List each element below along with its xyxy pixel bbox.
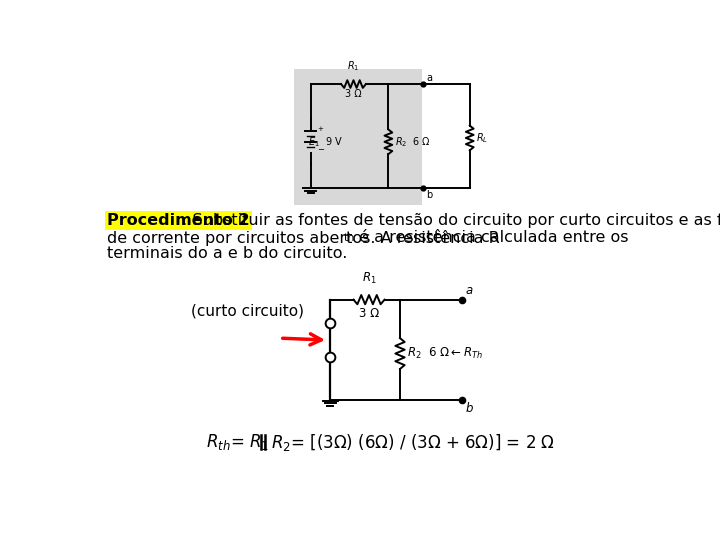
Text: $R_1$: $R_1$ bbox=[347, 59, 360, 73]
Text: $R_2$  6 Ω: $R_2$ 6 Ω bbox=[395, 135, 431, 148]
Text: 3 Ω: 3 Ω bbox=[345, 90, 362, 99]
Text: ← $R_{Th}$: ← $R_{Th}$ bbox=[449, 346, 483, 361]
Text: : Substituir as fontes de tensão do circuito por curto circuitos e as fontes: : Substituir as fontes de tensão do circ… bbox=[182, 213, 720, 228]
Text: terminais do a e b do circuito.: terminais do a e b do circuito. bbox=[107, 246, 348, 261]
Bar bbox=[294, 69, 422, 205]
Text: $R_2$= [(3Ω) (6Ω) / (3Ω + 6Ω)] = 2 Ω: $R_2$= [(3Ω) (6Ω) / (3Ω + 6Ω)] = 2 Ω bbox=[271, 431, 555, 453]
Text: $R_{th}$: $R_{th}$ bbox=[206, 432, 231, 452]
Text: th: th bbox=[344, 233, 356, 242]
Text: $E_1$  9 V: $E_1$ 9 V bbox=[307, 135, 343, 148]
Text: +: + bbox=[317, 126, 323, 132]
Text: 3 Ω: 3 Ω bbox=[359, 307, 379, 320]
Text: $R_L$: $R_L$ bbox=[476, 131, 488, 145]
Text: é a resistência calculada entre os: é a resistência calculada entre os bbox=[354, 230, 628, 245]
Text: Procedimento 2: Procedimento 2 bbox=[107, 213, 250, 228]
Text: = $R_1$: = $R_1$ bbox=[230, 432, 269, 452]
Text: (curto circuito): (curto circuito) bbox=[191, 303, 304, 319]
Text: a: a bbox=[426, 72, 432, 83]
Text: b: b bbox=[426, 190, 433, 200]
Text: −: − bbox=[317, 145, 324, 154]
Text: $R_2$  6 Ω: $R_2$ 6 Ω bbox=[407, 346, 450, 361]
Text: b: b bbox=[466, 402, 473, 415]
Text: $R_1$: $R_1$ bbox=[361, 271, 377, 286]
Text: de corrente por circuitos abertos. A resistência R: de corrente por circuitos abertos. A res… bbox=[107, 230, 500, 246]
Text: a: a bbox=[466, 285, 473, 298]
